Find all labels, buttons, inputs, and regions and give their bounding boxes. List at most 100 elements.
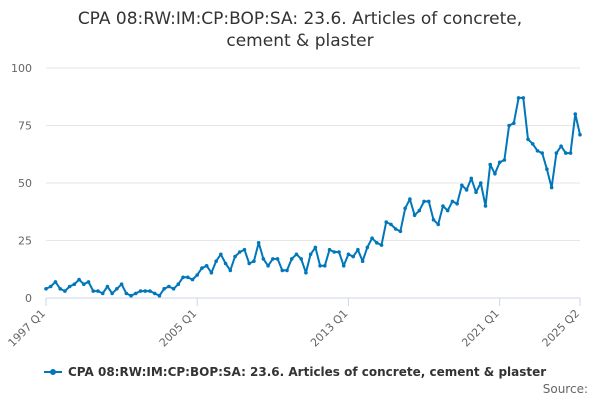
data-point: [115, 287, 119, 291]
chart-title-line-2: cement & plaster: [226, 31, 374, 51]
data-point: [455, 201, 459, 206]
data-point: [209, 270, 214, 275]
data-point: [379, 243, 384, 247]
data-point: [100, 291, 105, 296]
x-tick-label: 2021 Q1: [459, 307, 502, 350]
legend-marker: [44, 369, 62, 375]
data-point: [133, 291, 138, 296]
data-point: [299, 257, 303, 261]
data-point: [252, 259, 256, 264]
data-point: [105, 284, 110, 289]
data-point: [157, 293, 162, 298]
data-point: [478, 181, 483, 185]
data-point: [82, 282, 86, 287]
data-point: [426, 199, 431, 204]
data-point: [86, 280, 91, 284]
y-tick-label: 50: [18, 177, 32, 190]
data-point: [568, 151, 573, 155]
data-point: [540, 151, 544, 155]
data-point: [63, 289, 67, 293]
data-point: [204, 264, 209, 268]
data-point: [129, 293, 133, 298]
data-point: [266, 264, 270, 268]
data-point: [285, 268, 289, 273]
data-point: [195, 273, 200, 277]
data-point: [294, 252, 299, 257]
data-point: [460, 183, 464, 188]
data-point: [549, 185, 554, 190]
data-point: [502, 158, 507, 162]
data-point: [393, 227, 398, 231]
data-point: [488, 162, 493, 167]
series-polyline: [45, 96, 581, 297]
data-point: [403, 206, 407, 211]
data-point: [417, 208, 422, 213]
data-point: [497, 160, 502, 165]
data-point: [58, 287, 62, 291]
data-point: [507, 123, 511, 128]
data-point: [564, 151, 568, 155]
data-point: [271, 257, 275, 261]
data-point: [67, 284, 72, 289]
data-point: [323, 264, 327, 268]
data-point: [138, 289, 143, 293]
data-point: [483, 204, 488, 208]
data-point: [445, 208, 450, 213]
data-point: [162, 287, 166, 291]
data-point: [436, 222, 441, 227]
data-point: [530, 142, 535, 146]
data-point: [91, 289, 96, 293]
chart-title: CPA 08:RW:IM:CP:BOP:SA: 23.6. Articles o…: [0, 8, 600, 52]
data-point: [242, 247, 247, 252]
data-point: [450, 199, 455, 204]
y-tick-label: 25: [18, 235, 32, 248]
data-point: [233, 254, 237, 259]
data-point: [389, 222, 393, 227]
data-point: [181, 275, 185, 280]
data-point: [469, 176, 474, 181]
data-point: [200, 266, 204, 270]
data-point: [384, 220, 389, 224]
data-point: [412, 213, 417, 217]
data-point: [167, 284, 171, 289]
data-point: [408, 197, 412, 201]
data-point: [308, 252, 313, 257]
data-point: [223, 261, 228, 266]
data-point: [313, 245, 318, 250]
data-point: [72, 282, 77, 287]
data-point: [237, 250, 242, 254]
legend-label: CPA 08:RW:IM:CP:BOP:SA: 23.6. Articles o…: [68, 365, 547, 379]
chart-title-line-1: CPA 08:RW:IM:CP:BOP:SA: 23.6. Articles o…: [77, 9, 523, 29]
data-point: [422, 199, 426, 204]
data-point: [578, 132, 582, 137]
data-point: [332, 250, 337, 254]
data-point: [365, 245, 370, 250]
data-point: [341, 264, 346, 268]
data-point: [228, 268, 233, 273]
data-point: [464, 188, 469, 192]
data-point: [516, 96, 521, 100]
legend[interactable]: CPA 08:RW:IM:CP:BOP:SA: 23.6. Articles o…: [44, 365, 546, 379]
data-point: [214, 259, 218, 264]
data-point: [441, 204, 445, 208]
data-point: [346, 252, 351, 257]
data-point: [124, 291, 129, 296]
data-point: [219, 252, 223, 257]
data-point: [247, 261, 252, 266]
data-point: [398, 229, 403, 234]
data-point: [152, 291, 157, 296]
series-line: [44, 96, 582, 298]
source-label: Source:: [542, 382, 588, 396]
data-point: [374, 241, 379, 245]
y-tick-label: 100: [11, 62, 32, 75]
data-point: [474, 190, 478, 194]
data-point: [351, 254, 355, 259]
data-point: [185, 275, 190, 280]
x-tick-label: 2005 Q1: [157, 307, 200, 350]
data-point: [143, 289, 148, 293]
data-point: [176, 282, 181, 287]
data-point: [535, 149, 540, 153]
data-point: [190, 277, 195, 282]
data-point: [512, 121, 516, 125]
